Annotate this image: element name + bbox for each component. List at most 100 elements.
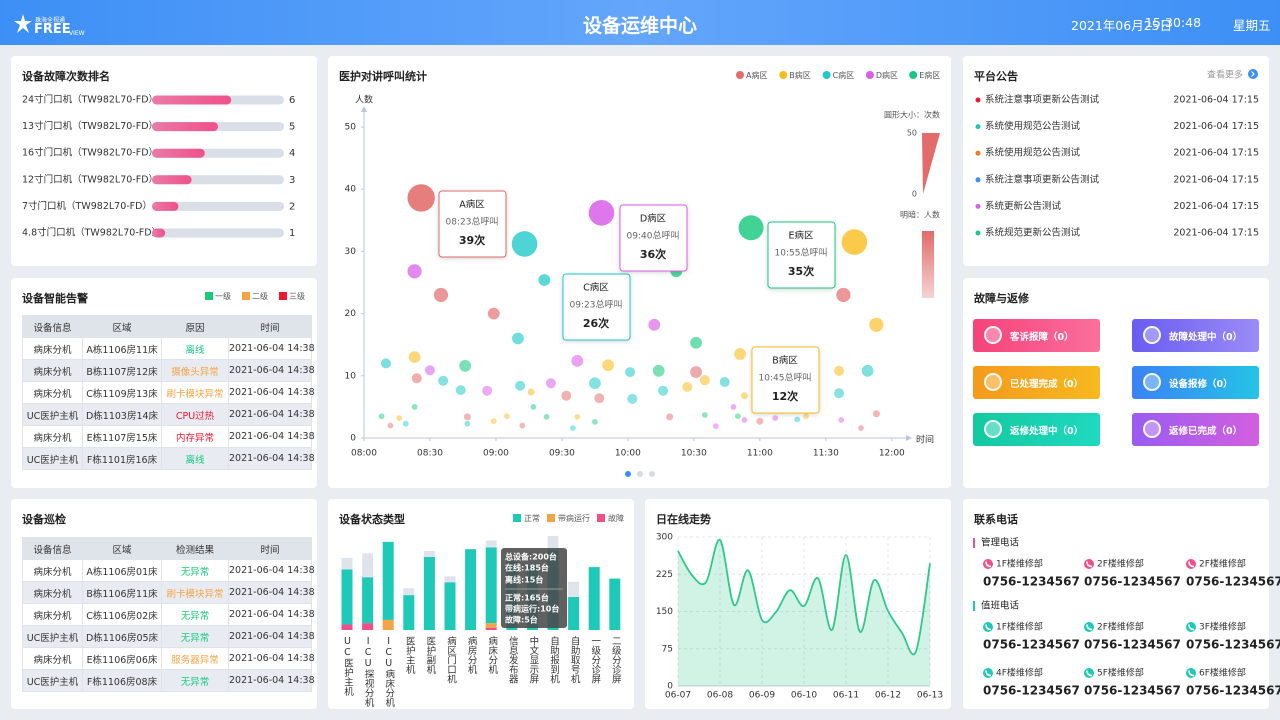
panel-title: 设备智能告警 bbox=[22, 292, 88, 305]
panel: 日在线走势 bbox=[645, 499, 951, 709]
logo-cn: 珠海全视通 bbox=[35, 17, 66, 24]
table-cell: UC医护主机 bbox=[22, 447, 83, 470]
table-cell: CPU过热 bbox=[161, 403, 229, 426]
button-label: 客诉报障（0） bbox=[1010, 332, 1074, 343]
table-row: 病床分机 A栋1106房11床 离线 2021-06-04 14:38 bbox=[22, 337, 315, 360]
table-row: 病床分机 B栋1107房12床 摄像头异常 2021-06-04 14:38 bbox=[22, 359, 315, 382]
x-tick-label: 医护主机 bbox=[403, 636, 415, 674]
table-cell: 病床分机 bbox=[22, 337, 83, 360]
repair-button[interactable]: 返修处理中（0） bbox=[973, 413, 1100, 446]
column-header: 区域 bbox=[82, 315, 162, 338]
page-title: 设备运维中心 bbox=[582, 15, 697, 37]
table-row: UC医护主机 F栋1101房16床 离线 2021-06-04 14:38 bbox=[22, 447, 315, 470]
table-header: 设备信息 区域 检测结果 时间 bbox=[22, 537, 312, 560]
table-cell: UC医护主机 bbox=[22, 669, 83, 692]
panel-title: 医护对讲呼叫统计 bbox=[339, 70, 427, 83]
table-cell: D栋1103房14床 bbox=[82, 403, 162, 426]
button-icon bbox=[984, 326, 1002, 344]
x-tick-label: ICU探视分机 bbox=[362, 636, 374, 707]
x-tick-label: 一级分诊屏 bbox=[589, 636, 601, 684]
table-cell: 2021-06-04 14:38 bbox=[228, 425, 315, 448]
table-cell: UC医护主机 bbox=[22, 403, 83, 426]
panel: 平台公告 bbox=[963, 56, 1269, 266]
table-cell: 2021-06-04 14:38 bbox=[228, 359, 315, 382]
panel-title: 日在线走势 bbox=[656, 513, 711, 526]
table-cell: E栋1107房15床 bbox=[82, 425, 162, 448]
column-header: 设备信息 bbox=[22, 537, 83, 560]
x-tick-label: 二级分诊屏 bbox=[609, 636, 621, 684]
table: 设备信息 区域 原因 时间 病床分机 A栋1106房11床 离线 2021-06-04 14:… bbox=[22, 315, 315, 470]
column-header: 时间 bbox=[228, 315, 312, 338]
x-tick-label: 病床分机 bbox=[486, 636, 498, 674]
table-cell: 无异常 bbox=[161, 625, 229, 648]
table-cell: 病床分机 bbox=[22, 581, 83, 604]
repair-button[interactable]: 设备报修（0） bbox=[1132, 366, 1259, 399]
repair-button[interactable]: 已处理完成（0） bbox=[973, 366, 1100, 399]
table-cell: 2021-06-04 14:38 bbox=[228, 669, 315, 692]
date: 2021年06月25日 bbox=[1071, 18, 1173, 33]
table-cell: F栋1101房16床 bbox=[82, 447, 162, 470]
table-cell: 病床分机 bbox=[22, 359, 83, 382]
panel-title: 设备巡检 bbox=[22, 513, 66, 526]
table-row: 病床分机 E栋1107房15床 内存异常 2021-06-04 14:38 bbox=[22, 425, 315, 448]
table-cell: A栋1106房11床 bbox=[82, 337, 162, 360]
table-cell: 2021-06-04 14:38 bbox=[228, 581, 315, 604]
table-cell: 服务器异常 bbox=[161, 647, 229, 670]
table-cell: 摄像头异常 bbox=[161, 359, 229, 382]
table-cell: 刷卡模块异常 bbox=[161, 581, 229, 604]
x-tick-label: 医护副机 bbox=[424, 636, 436, 674]
table-cell: C栋1106房02床 bbox=[82, 603, 162, 626]
table-row: UC医护主机 D栋1106房05床 无异常 2021-06-04 14:38 bbox=[22, 625, 315, 648]
panel-title: 平台公告 bbox=[974, 70, 1018, 83]
column-header: 原因 bbox=[161, 315, 229, 338]
table-cell: 2021-06-04 14:38 bbox=[228, 403, 315, 426]
panel: 联系电话 bbox=[963, 499, 1269, 709]
table-cell: A栋1106房01床 bbox=[82, 559, 162, 582]
panel-title: 设备状态类型 bbox=[339, 513, 405, 526]
table-cell: 无异常 bbox=[161, 669, 229, 692]
x-tick-label: 病房分机 bbox=[465, 636, 477, 674]
x-tick-label: 自助取号机 bbox=[568, 636, 580, 684]
table-row: 病床分机 C栋1106房02床 无异常 2021-06-04 14:38 bbox=[22, 603, 315, 626]
column-header: 设备信息 bbox=[22, 315, 83, 338]
table-cell: 无异常 bbox=[161, 559, 229, 582]
table-cell: 2021-06-04 14:38 bbox=[228, 603, 315, 626]
panel-title: 设备故障次数排名 bbox=[22, 70, 110, 83]
panel: 医护对讲呼叫统计 bbox=[328, 56, 951, 488]
x-tick-label: 中文显示屏 bbox=[527, 636, 539, 684]
table: 设备信息 区域 检测结果 时间 病床分机 A栋1106房01床 无异常 2021-06-04 … bbox=[22, 537, 315, 692]
table-cell: 内存异常 bbox=[161, 425, 229, 448]
table-cell: 2021-06-04 14:38 bbox=[228, 625, 315, 648]
column-header: 时间 bbox=[228, 537, 312, 560]
table-cell: 病床分机 bbox=[22, 647, 83, 670]
button-icon bbox=[984, 373, 1002, 391]
table-cell: 2021-06-04 14:38 bbox=[228, 337, 315, 360]
x-tick-label: 病区门口机 bbox=[445, 636, 456, 684]
column-header: 检测结果 bbox=[161, 537, 229, 560]
panel: 设备故障次数排名 bbox=[11, 56, 317, 266]
logo: FREE bbox=[34, 22, 71, 37]
x-tick-label: UC医护主机 bbox=[342, 636, 353, 696]
button-icon bbox=[1143, 420, 1161, 438]
time: 15:30:48 bbox=[1144, 15, 1202, 30]
x-tick-label: 信息发布器 bbox=[506, 636, 518, 684]
table-header: 设备信息 区域 原因 时间 bbox=[22, 315, 312, 338]
repair-button[interactable]: 返修已完成（0） bbox=[1132, 413, 1259, 446]
x-tick-label: 自助报到机 bbox=[548, 636, 559, 684]
table-row: 病床分机 E栋1106房06床 服务器异常 2021-06-04 14:38 bbox=[22, 647, 315, 670]
repair-button[interactable]: 故障处理中（0） bbox=[1132, 319, 1259, 352]
table-cell: 2021-06-04 14:38 bbox=[228, 447, 315, 470]
table-row: UC医护主机 F栋1106房08床 无异常 2021-06-04 14:38 bbox=[22, 669, 315, 692]
button-label: 已处理完成（0） bbox=[1010, 379, 1084, 390]
repair-button[interactable]: 客诉报障（0） bbox=[973, 319, 1100, 352]
logo-sub: VIEW bbox=[69, 30, 85, 37]
x-tick-label: ICU病床分机 bbox=[383, 636, 395, 707]
table-row: UC医护主机 D栋1103房14床 CPU过热 2021-06-04 14:38 bbox=[22, 403, 315, 426]
button-icon bbox=[1143, 373, 1161, 391]
table-cell: B栋1106房11床 bbox=[82, 581, 162, 604]
column-header: 区域 bbox=[82, 537, 162, 560]
table-cell: D栋1106房05床 bbox=[82, 625, 162, 648]
table-cell: 病床分机 bbox=[22, 381, 83, 404]
table-cell: 病床分机 bbox=[22, 603, 83, 626]
